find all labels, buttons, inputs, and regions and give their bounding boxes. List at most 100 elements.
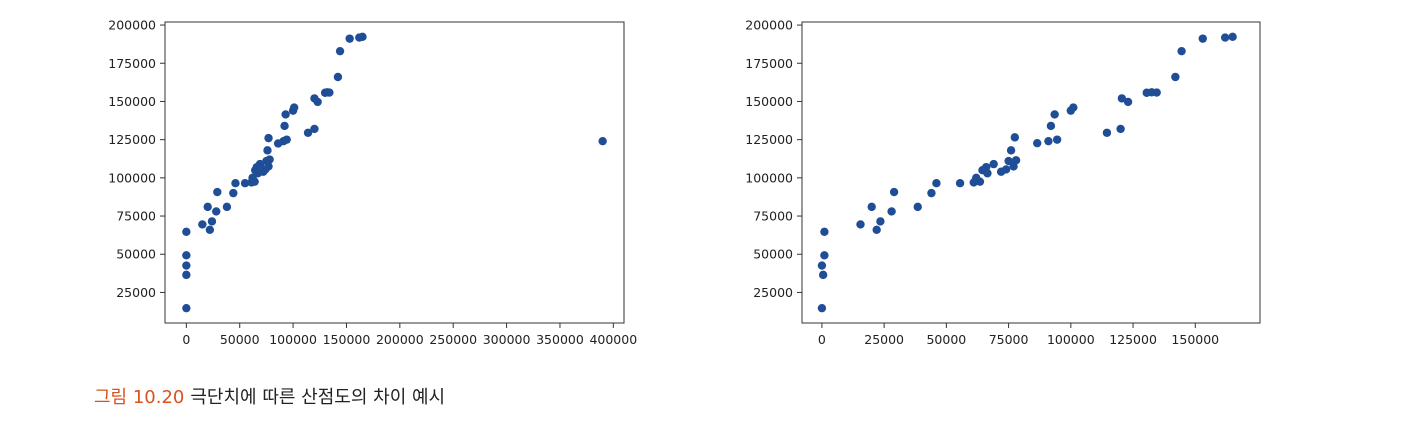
data-point: [1102, 128, 1112, 137]
data-point: [240, 178, 250, 188]
data-point: [325, 88, 334, 97]
data-point: [264, 133, 273, 143]
data-point: [264, 162, 273, 171]
figure-caption-label: 그림 10.20: [94, 387, 185, 408]
data-point: [1220, 33, 1230, 42]
data-point: [975, 177, 985, 186]
x-tick-label: 100000: [269, 332, 317, 347]
data-point: [817, 261, 827, 270]
data-point: [250, 177, 259, 186]
data-point: [303, 128, 313, 137]
x-tick-label: 50000: [220, 332, 260, 347]
y-tick-label: 100000: [108, 170, 156, 185]
data-point: [345, 34, 354, 43]
x-tick-label: 25000: [864, 332, 904, 347]
data-point: [310, 124, 319, 134]
data-point: [1177, 46, 1186, 56]
data-point: [207, 217, 217, 226]
data-point: [182, 261, 191, 270]
data-point: [203, 202, 212, 212]
data-point: [1228, 32, 1237, 42]
figure-caption: 그림 10.20 극단치에 따른 산점도의 차이 예시: [94, 383, 445, 409]
x-tick-label: 400000: [589, 332, 637, 347]
y-tick-label: 50000: [116, 247, 156, 262]
y-tick-label: 25000: [116, 285, 156, 300]
data-point: [282, 135, 291, 144]
data-point: [182, 270, 191, 280]
data-point: [989, 159, 998, 169]
x-tick-label: 150000: [1171, 332, 1219, 347]
data-point: [213, 187, 222, 197]
data-point: [1123, 97, 1133, 107]
data-point: [955, 178, 965, 188]
data-point: [1052, 135, 1062, 144]
x-tick-label: 100000: [1047, 332, 1095, 347]
data-point: [889, 187, 899, 197]
x-tick-label: 250000: [429, 332, 477, 347]
data-point: [1152, 88, 1161, 97]
data-point: [1033, 138, 1042, 148]
figure-caption-text: 극단치에 따른 산점도의 차이 예시: [190, 387, 446, 408]
data-point: [255, 159, 265, 169]
data-point: [887, 207, 896, 216]
data-point: [280, 121, 289, 131]
data-point: [927, 188, 936, 198]
data-point: [817, 303, 827, 313]
y-tick-label: 200000: [108, 18, 156, 33]
y-tick-label: 175000: [745, 56, 793, 71]
x-tick-label: 300000: [483, 332, 531, 347]
y-tick-label: 125000: [108, 132, 156, 147]
data-point: [876, 217, 885, 226]
data-point: [1004, 156, 1013, 166]
plot-frame: [801, 21, 1261, 324]
data-point: [182, 227, 191, 236]
data-point: [335, 46, 345, 56]
x-tick-label: 75000: [989, 332, 1029, 347]
data-point: [1006, 146, 1016, 155]
data-point: [333, 72, 343, 82]
data-point: [1069, 103, 1078, 112]
data-point: [983, 169, 992, 178]
data-point: [1116, 124, 1125, 134]
x-tick-label: 350000: [536, 332, 584, 347]
x-tick-label: 0: [818, 332, 826, 347]
x-tick-label: 200000: [376, 332, 424, 347]
data-point: [1010, 133, 1020, 142]
data-point: [198, 220, 207, 229]
data-point: [867, 202, 876, 212]
data-point: [212, 207, 221, 216]
data-point: [313, 97, 322, 107]
data-point: [932, 178, 941, 188]
data-point: [182, 303, 191, 313]
data-point: [1044, 136, 1053, 146]
y-tick-label: 150000: [745, 94, 793, 109]
data-point: [231, 178, 240, 188]
y-tick-label: 125000: [745, 132, 793, 147]
data-point: [1171, 72, 1180, 82]
data-point: [229, 188, 238, 198]
y-tick-label: 175000: [108, 56, 156, 71]
data-point: [820, 251, 829, 260]
y-tick-label: 25000: [753, 285, 793, 300]
y-tick-label: 200000: [745, 18, 793, 33]
data-point: [358, 32, 367, 42]
data-point: [820, 227, 829, 236]
x-tick-label: 150000: [323, 332, 371, 347]
scatter-chart-without-outlier: 0 25000 50000 75000 100000 125000 150000 25000 5…: [745, 18, 1261, 347]
data-point: [818, 270, 828, 280]
data-point: [182, 251, 191, 260]
x-tick-label: 0: [182, 332, 190, 347]
data-point: [281, 110, 290, 119]
y-tick-label: 75000: [753, 209, 793, 224]
data-point: [872, 225, 881, 234]
data-point: [265, 155, 274, 164]
data-point: [263, 146, 272, 155]
y-tick-label: 100000: [745, 170, 793, 185]
data-point: [205, 225, 215, 234]
data-point: [222, 202, 232, 212]
y-tick-label: 50000: [753, 247, 793, 262]
data-point: [1050, 110, 1059, 119]
scatter-chart-with-outlier: 0 50000 100000 150000 200000 250000 300000 3500…: [108, 18, 637, 347]
data-point: [856, 220, 865, 229]
